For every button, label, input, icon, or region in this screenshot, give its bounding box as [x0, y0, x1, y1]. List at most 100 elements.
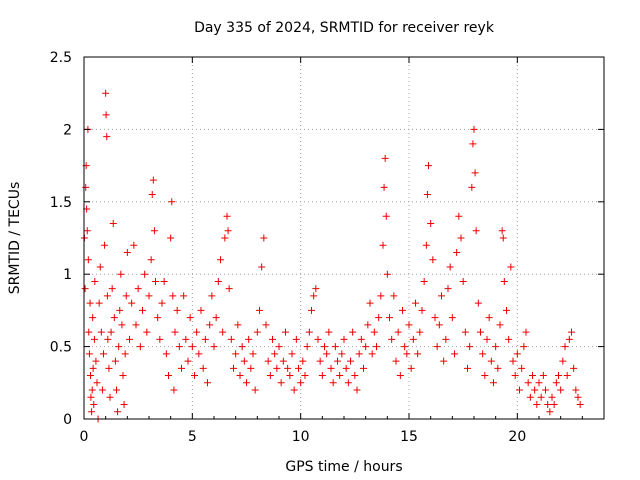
data-point: [423, 191, 431, 199]
data-point: [195, 350, 203, 358]
data-point: [392, 357, 400, 365]
data-point: [464, 364, 471, 372]
data-point: [212, 314, 220, 322]
data-point: [565, 335, 573, 343]
data-point: [380, 183, 388, 191]
data-point: [103, 292, 111, 300]
data-point: [459, 277, 467, 285]
data-point: [511, 372, 519, 380]
data-point: [305, 328, 313, 336]
data-point: [258, 263, 266, 271]
data-point: [448, 314, 456, 322]
data-point: [236, 372, 244, 380]
data-point: [88, 408, 96, 416]
data-point: [103, 133, 111, 141]
data-point: [108, 285, 116, 293]
data-point: [260, 234, 268, 242]
data-point: [329, 379, 337, 387]
data-point: [485, 314, 493, 322]
data-point: [548, 393, 556, 401]
data-point: [405, 321, 413, 329]
data-point: [269, 335, 276, 343]
data-point: [336, 372, 344, 380]
data-point: [130, 241, 138, 249]
data-point: [193, 328, 201, 336]
data-point: [455, 212, 463, 220]
data-point: [167, 234, 175, 242]
data-point: [377, 292, 385, 300]
data-point: [188, 343, 196, 351]
data-point: [230, 364, 237, 372]
data-point: [139, 306, 146, 314]
data-point: [141, 270, 149, 278]
data-point: [301, 372, 309, 380]
data-point: [91, 277, 99, 285]
data-point: [349, 328, 357, 336]
data-point: [312, 285, 320, 293]
y-tick-label: 1: [63, 267, 72, 283]
data-point: [297, 379, 305, 387]
x-tick-label: 0: [80, 429, 89, 445]
data-point: [251, 386, 259, 394]
data-point: [201, 335, 209, 343]
data-point: [370, 328, 378, 336]
data-point: [117, 270, 125, 278]
data-point: [123, 248, 131, 256]
data-point: [321, 343, 328, 351]
data-point: [277, 379, 285, 387]
data-point: [121, 350, 129, 358]
data-point: [303, 343, 311, 351]
data-point: [314, 335, 322, 343]
data-point: [334, 357, 341, 365]
data-point: [175, 343, 183, 351]
data-point: [85, 328, 93, 336]
data-point: [217, 256, 224, 264]
data-point: [442, 335, 450, 343]
data-point: [550, 401, 558, 409]
data-point: [169, 292, 177, 300]
data-point: [214, 277, 222, 285]
data-point: [224, 227, 232, 235]
data-point: [522, 328, 530, 336]
data-point: [535, 379, 543, 387]
data-point: [355, 350, 363, 358]
data-point: [576, 401, 584, 409]
data-point: [101, 241, 109, 249]
data-point: [256, 306, 263, 314]
data-point: [154, 314, 162, 322]
x-tick-label: 15: [400, 429, 418, 445]
data-point: [126, 335, 133, 343]
data-point: [325, 328, 333, 336]
data-point: [162, 350, 170, 358]
data-point: [107, 328, 115, 336]
data-point: [118, 321, 126, 329]
data-point: [396, 372, 404, 380]
data-point: [574, 393, 582, 401]
data-point: [563, 372, 571, 380]
data-point: [102, 89, 110, 97]
data-point: [225, 285, 233, 293]
data-point: [204, 379, 211, 387]
data-point: [492, 343, 500, 351]
data-point: [453, 248, 461, 256]
data-point: [113, 386, 120, 394]
y-tick-label: 0.5: [50, 340, 72, 356]
data-point: [412, 299, 419, 307]
data-point: [526, 393, 534, 401]
axis-ticks: 0 5 10 15 20 0 0.5 1 1.5 2 2.5: [50, 50, 605, 445]
data-point: [262, 321, 270, 329]
data-point: [323, 350, 331, 358]
data-point: [498, 227, 506, 235]
data-point: [360, 364, 367, 372]
data-point: [472, 227, 480, 235]
data-point: [82, 183, 90, 191]
data-point: [568, 328, 575, 336]
data-point: [279, 357, 287, 365]
y-axis-title: SRMTID / TECUs: [7, 182, 23, 295]
data-point: [93, 379, 101, 387]
data-point: [483, 335, 491, 343]
data-point: [182, 335, 190, 343]
data-point: [559, 357, 567, 365]
data-point: [116, 306, 124, 314]
